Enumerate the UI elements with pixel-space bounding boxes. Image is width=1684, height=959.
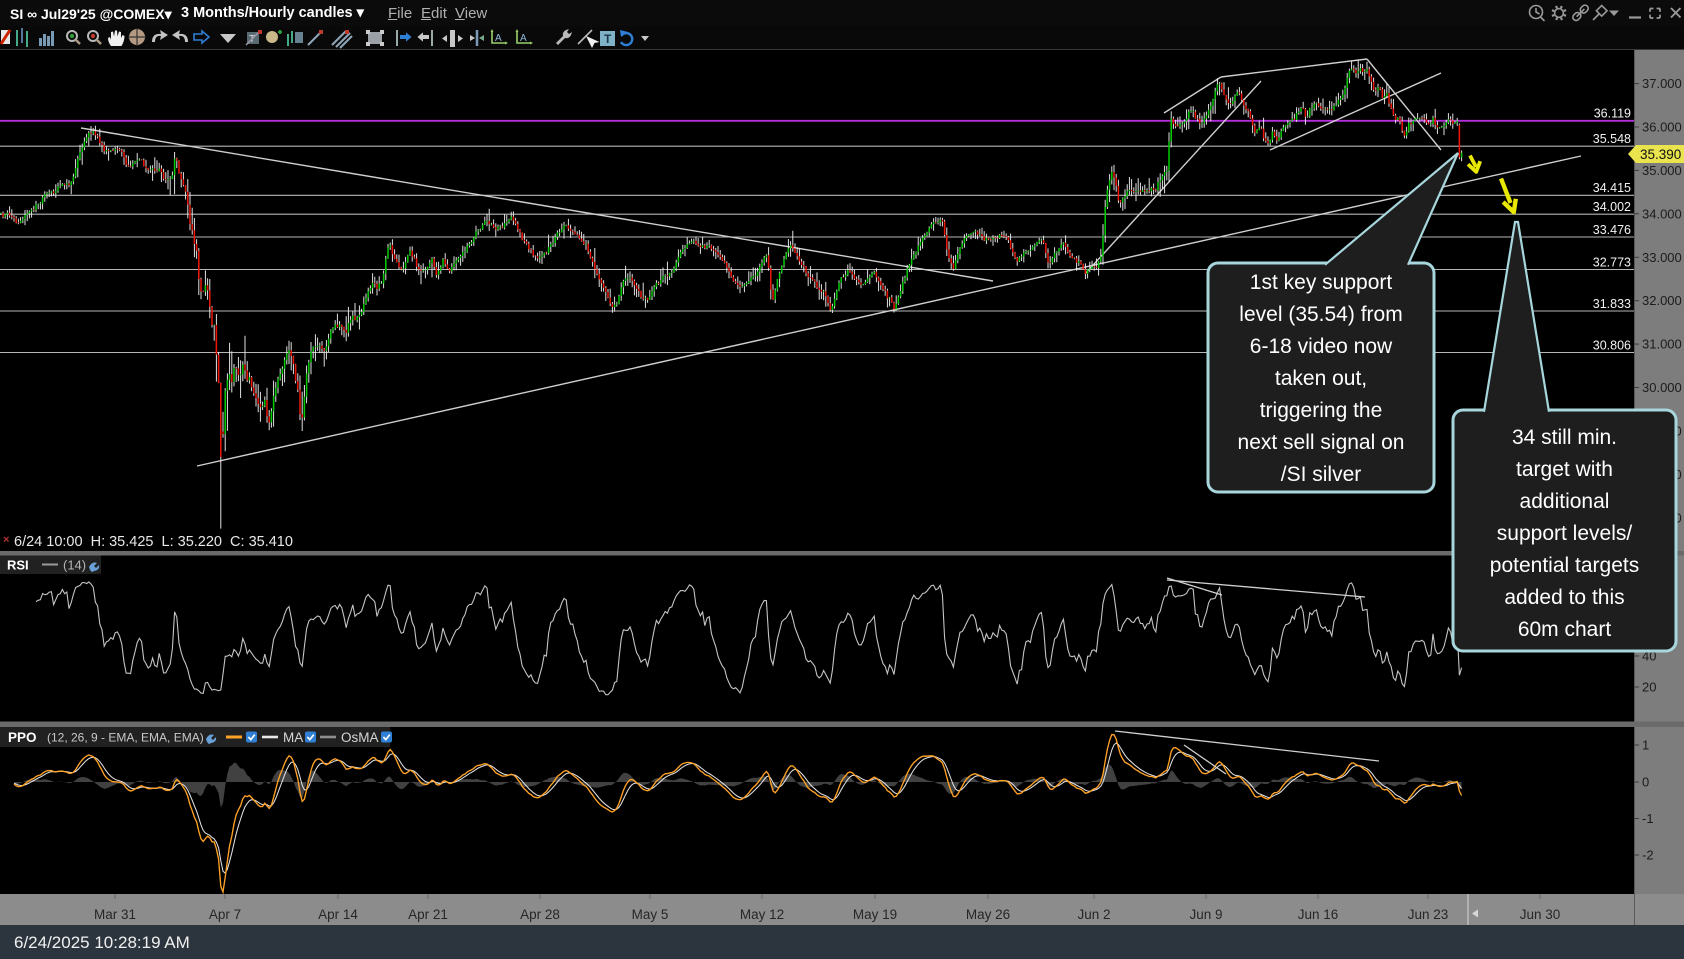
svg-text:May 19: May 19	[853, 907, 897, 922]
svg-text:May 5: May 5	[632, 907, 669, 922]
svg-text:Jun 30: Jun 30	[1520, 907, 1561, 922]
svg-text:32.773: 32.773	[1593, 255, 1631, 269]
svg-text:31.833: 31.833	[1593, 297, 1631, 311]
svg-text:34 still min.: 34 still min.	[1512, 426, 1617, 449]
svg-text:level (35.54) from: level (35.54) from	[1239, 303, 1402, 326]
svg-text:OsMA: OsMA	[341, 730, 379, 745]
svg-text:35.548: 35.548	[1593, 132, 1631, 146]
svg-text:support levels/: support levels/	[1497, 522, 1633, 545]
svg-text:35.000: 35.000	[1642, 163, 1682, 178]
svg-text:Jun 23: Jun 23	[1408, 907, 1449, 922]
svg-text:Apr 7: Apr 7	[209, 907, 241, 922]
svg-text:Apr 21: Apr 21	[408, 907, 448, 922]
svg-text:36.119: 36.119	[1594, 106, 1631, 120]
svg-text:Apr 14: Apr 14	[318, 907, 358, 922]
svg-text:added to this: added to this	[1504, 586, 1624, 609]
svg-text:20: 20	[1642, 680, 1656, 695]
svg-text:37.000: 37.000	[1642, 76, 1682, 91]
svg-text:(14): (14)	[63, 558, 86, 573]
svg-text:Jun 16: Jun 16	[1298, 907, 1339, 922]
svg-text:additional: additional	[1520, 490, 1610, 513]
svg-text:33.476: 33.476	[1593, 223, 1631, 237]
svg-text:×: ×	[3, 534, 9, 546]
svg-text:Jun 2: Jun 2	[1077, 907, 1110, 922]
svg-text:6/24 10:00 H: 35.425 L: 35.2: 6/24 10:00 H: 35.425 L: 35.220 C: 35.410	[14, 534, 293, 550]
svg-text:RSI: RSI	[7, 558, 29, 573]
svg-text:Jun 9: Jun 9	[1189, 907, 1222, 922]
svg-text:Mar 31: Mar 31	[94, 907, 136, 922]
svg-text:Apr 28: Apr 28	[520, 907, 560, 922]
svg-text:34.000: 34.000	[1642, 206, 1682, 221]
svg-text:34.415: 34.415	[1593, 181, 1631, 195]
svg-text:T: T	[604, 32, 612, 46]
svg-text:36.000: 36.000	[1642, 120, 1682, 135]
svg-text:0: 0	[1642, 775, 1649, 790]
svg-text:35.390: 35.390	[1640, 147, 1681, 162]
svg-text:taken out,: taken out,	[1275, 367, 1367, 390]
svg-text:triggering the: triggering the	[1260, 399, 1383, 422]
svg-text:30.000: 30.000	[1642, 380, 1682, 395]
svg-text:A: A	[495, 33, 502, 44]
svg-text:/SI silver: /SI silver	[1281, 463, 1362, 486]
svg-text:1: 1	[1642, 738, 1649, 753]
svg-text:-2: -2	[1642, 848, 1654, 863]
svg-text:May 26: May 26	[966, 907, 1010, 922]
svg-text:PPO: PPO	[8, 730, 37, 745]
svg-text:30.806: 30.806	[1593, 338, 1631, 352]
svg-text:potential targets: potential targets	[1490, 554, 1639, 577]
svg-text:A: A	[520, 33, 527, 44]
svg-text:31.000: 31.000	[1642, 337, 1682, 352]
svg-text:33.000: 33.000	[1642, 250, 1682, 265]
svg-text:(12, 26, 9 - EMA, EMA, EMA): (12, 26, 9 - EMA, EMA, EMA)	[47, 731, 204, 745]
svg-text:60m chart: 60m chart	[1518, 618, 1612, 641]
svg-text:1st key support: 1st key support	[1250, 271, 1393, 294]
svg-text:6-18 video now: 6-18 video now	[1250, 335, 1393, 358]
svg-text:next sell signal on: next sell signal on	[1238, 431, 1405, 454]
svg-text:34.002: 34.002	[1593, 200, 1631, 214]
svg-text:MA: MA	[283, 730, 303, 745]
svg-text:target with: target with	[1516, 458, 1613, 481]
svg-text:-1: -1	[1642, 811, 1654, 826]
svg-text:May 12: May 12	[740, 907, 784, 922]
svg-text:32.000: 32.000	[1642, 293, 1682, 308]
